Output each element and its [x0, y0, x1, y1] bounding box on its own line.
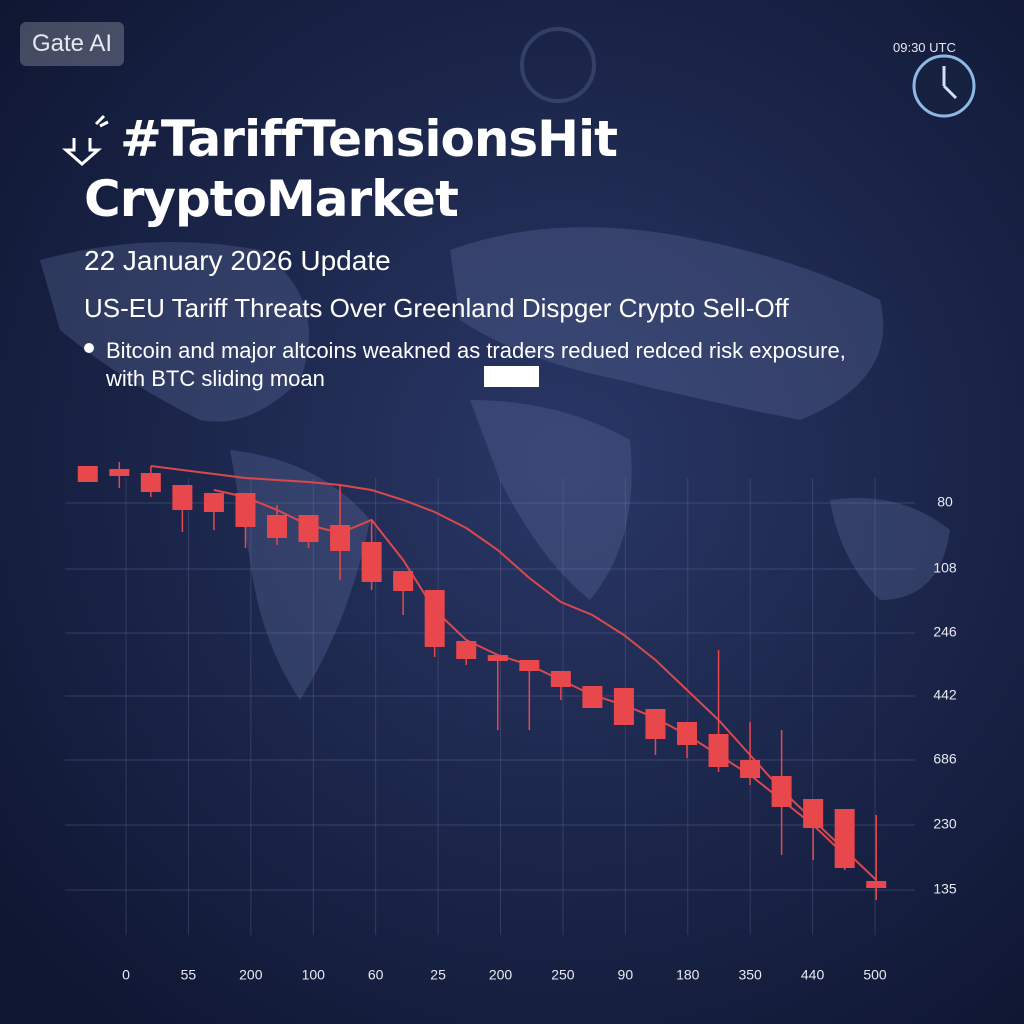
y-tick-label: 442	[933, 687, 957, 703]
candle-body	[140, 473, 161, 492]
clock-icon	[912, 54, 976, 118]
bullet-dot	[84, 343, 94, 353]
bitcoin-icon	[520, 27, 596, 103]
candle-body	[203, 493, 224, 512]
world-map	[40, 227, 950, 700]
subtitle: US-EU Tariff Threats Over Greenland Disp…	[84, 293, 789, 323]
y-tick-label: 230	[933, 816, 957, 832]
x-tick-label: 500	[863, 967, 887, 983]
candle-body	[866, 881, 887, 888]
x-tick-label: 200	[489, 967, 513, 983]
y-tick-label: 246	[933, 624, 957, 640]
bullet-text: Bitcoin and major altcoins weakned as tr…	[106, 338, 846, 391]
x-tick-label: 55	[181, 967, 197, 983]
redaction-box	[484, 366, 539, 387]
x-tick-label: 250	[551, 967, 575, 983]
candle-body	[424, 590, 445, 647]
candle-body	[582, 686, 603, 708]
candle-body	[550, 671, 571, 687]
candle-body	[613, 688, 634, 725]
x-tick-label: 200	[239, 967, 263, 983]
candle-body	[834, 809, 855, 868]
y-tick-label: 135	[933, 881, 957, 897]
candle-body	[708, 734, 729, 767]
candle-body	[677, 722, 697, 745]
candle-body	[235, 493, 256, 527]
candle-body	[645, 709, 666, 739]
y-tick-label: 686	[933, 751, 957, 767]
candle-body	[298, 515, 319, 542]
candle-body	[330, 525, 351, 551]
candle-body	[519, 660, 540, 671]
candle-body	[361, 542, 382, 582]
candle-body	[771, 776, 792, 807]
headline: CryptoMarket	[84, 170, 459, 228]
candle-body	[77, 466, 98, 482]
down-arrow-icon	[62, 114, 109, 166]
x-tick-label: 90	[618, 967, 634, 983]
badge: Gate AI	[20, 22, 125, 66]
x-tick-label: 25	[430, 967, 446, 983]
candle-body	[803, 799, 824, 828]
candle-body	[172, 485, 193, 510]
candle-body	[487, 655, 508, 661]
candle-body	[456, 641, 477, 659]
headline: #TariffTensionsHit	[120, 110, 618, 168]
time: 09:30 UTC	[893, 40, 956, 55]
candle-body	[393, 571, 414, 591]
x-tick-label: 440	[801, 967, 825, 983]
candle-body	[267, 515, 287, 538]
x-tick-label: 350	[738, 967, 762, 983]
date: 22 January 2026 Update	[84, 245, 391, 276]
x-tick-label: 180	[676, 967, 700, 983]
x-tick-label: 60	[368, 967, 384, 983]
candle-body	[109, 469, 130, 476]
y-tick-label: 80	[937, 494, 953, 510]
x-tick-label: 100	[302, 967, 326, 983]
candle-body	[740, 760, 761, 778]
y-tick-label: 108	[933, 560, 957, 576]
x-tick-label: 0	[122, 967, 130, 983]
